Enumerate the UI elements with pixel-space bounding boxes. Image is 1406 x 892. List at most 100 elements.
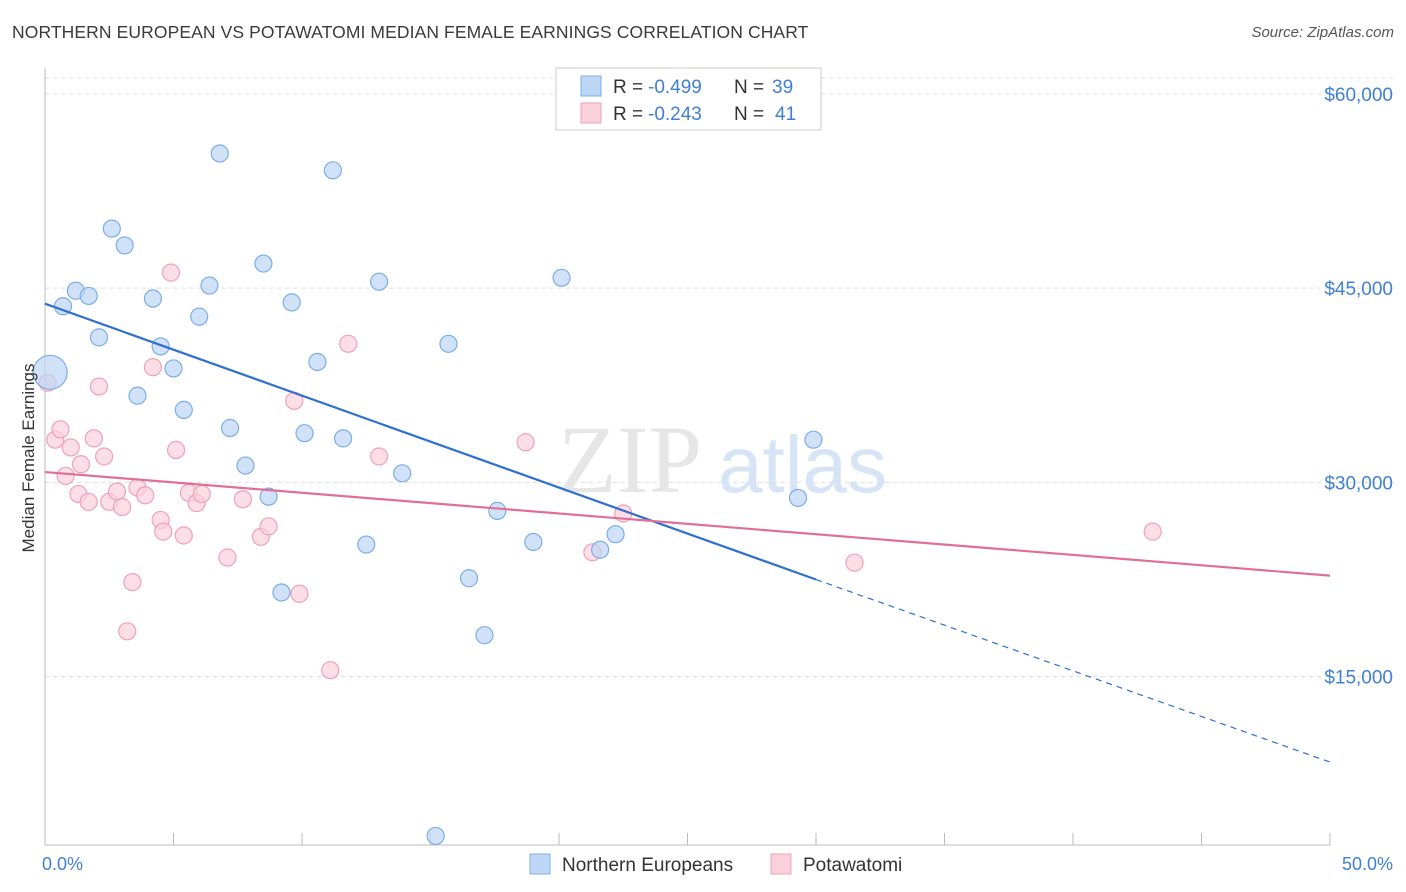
bottom-legend-swatch-blue — [529, 853, 551, 875]
bottom-legend: Northern Europeans Potawatomi — [529, 853, 902, 876]
legend-swatch-pink — [580, 102, 602, 124]
data-point — [516, 433, 535, 452]
data-point — [370, 272, 389, 291]
data-point — [89, 377, 109, 396]
data-point — [143, 289, 163, 308]
legend-r-value: -0.243 — [648, 104, 702, 125]
data-point — [282, 293, 301, 312]
data-point — [200, 276, 219, 295]
data-point — [102, 219, 121, 238]
data-point — [804, 430, 823, 449]
data-point — [161, 263, 181, 282]
bottom-legend-label: Potawatomi — [803, 855, 902, 876]
data-point — [259, 517, 278, 536]
watermark: ZIP atlas — [558, 406, 887, 513]
data-point — [459, 569, 479, 588]
data-point — [123, 573, 142, 592]
legend-n-label: N = — [734, 104, 764, 125]
x-tick-label: 0.0% — [42, 854, 83, 874]
data-point — [295, 424, 314, 443]
data-point — [218, 548, 237, 567]
data-point — [56, 466, 75, 486]
legend-r-label: R = — [613, 104, 643, 125]
bottom-legend-label: Northern Europeans — [562, 855, 733, 876]
data-point — [524, 532, 543, 552]
data-point — [115, 236, 134, 255]
data-point — [154, 522, 173, 541]
data-point — [475, 626, 494, 645]
data-point — [32, 354, 68, 390]
data-point — [845, 553, 864, 572]
data-point — [151, 337, 170, 356]
y-tick-label: $60,000 — [1324, 85, 1393, 106]
y-tick-label: $45,000 — [1324, 279, 1393, 300]
y-tick-label: $30,000 — [1324, 473, 1393, 494]
data-point — [334, 429, 353, 448]
y-axis-label: Median Female Earnings — [19, 364, 38, 553]
legend-box: R = -0.499 N = 39 R = -0.243 N = 41 — [555, 67, 822, 131]
grid-lines — [45, 77, 1395, 678]
chart-source: Source: ZipAtlas.com — [1251, 24, 1394, 41]
data-point — [51, 420, 70, 439]
watermark-zip: ZIP — [558, 406, 702, 513]
northern-europeans-points — [32, 144, 823, 846]
bottom-legend-swatch-pink — [770, 853, 792, 875]
y-tick-labels: $15,000 $30,000 $45,000 $60,000 — [1324, 85, 1393, 689]
trend-line-northern-europeans — [44, 302, 817, 581]
data-point — [552, 268, 571, 287]
data-point — [439, 334, 458, 353]
data-point — [210, 144, 229, 163]
data-point — [259, 487, 278, 506]
data-point — [79, 286, 98, 306]
data-point — [107, 482, 127, 501]
data-point — [606, 525, 625, 544]
trend-lines — [44, 302, 1331, 763]
data-point — [164, 359, 183, 378]
chart-title: NORTHERN EUROPEAN VS POTAWATOMI MEDIAN F… — [12, 22, 809, 42]
data-point — [190, 307, 209, 326]
data-point — [236, 456, 255, 475]
data-point — [220, 418, 240, 438]
data-point — [61, 438, 80, 457]
data-point — [95, 447, 114, 466]
data-point — [136, 486, 155, 505]
data-point — [393, 464, 412, 483]
trend-line-extension — [815, 578, 1331, 763]
data-point — [591, 540, 610, 559]
data-point — [357, 535, 376, 554]
data-point — [128, 386, 147, 405]
y-tick-label: $15,000 — [1324, 668, 1393, 689]
data-point — [233, 490, 252, 509]
legend-r-value: -0.499 — [648, 77, 702, 98]
data-point — [143, 358, 163, 377]
data-point — [272, 583, 291, 602]
data-point — [321, 661, 340, 680]
data-point — [174, 526, 193, 545]
data-point — [370, 447, 389, 466]
data-point — [118, 622, 137, 641]
data-point — [89, 328, 109, 347]
data-point — [254, 254, 273, 273]
legend-swatch-blue — [580, 75, 602, 97]
data-point — [192, 484, 211, 504]
data-point — [79, 492, 98, 511]
data-point — [426, 826, 445, 846]
data-point — [290, 584, 309, 603]
data-point — [174, 400, 193, 419]
x-tick-labels: 0.0% 50.0% — [42, 854, 1393, 874]
data-point — [1143, 522, 1162, 541]
data-point — [339, 334, 358, 353]
trend-line-potawatomi — [44, 470, 1331, 577]
legend-n-label: N = — [734, 77, 764, 98]
x-tick-label: 50.0% — [1342, 854, 1393, 874]
data-point — [488, 501, 507, 520]
legend-n-value: 41 — [775, 104, 796, 125]
legend-n-value: 39 — [772, 77, 793, 98]
data-point — [308, 352, 327, 372]
data-point — [166, 440, 186, 460]
legend-r-label: R = — [613, 77, 643, 98]
data-point — [323, 161, 342, 180]
data-point — [788, 488, 808, 508]
data-point — [71, 455, 91, 474]
